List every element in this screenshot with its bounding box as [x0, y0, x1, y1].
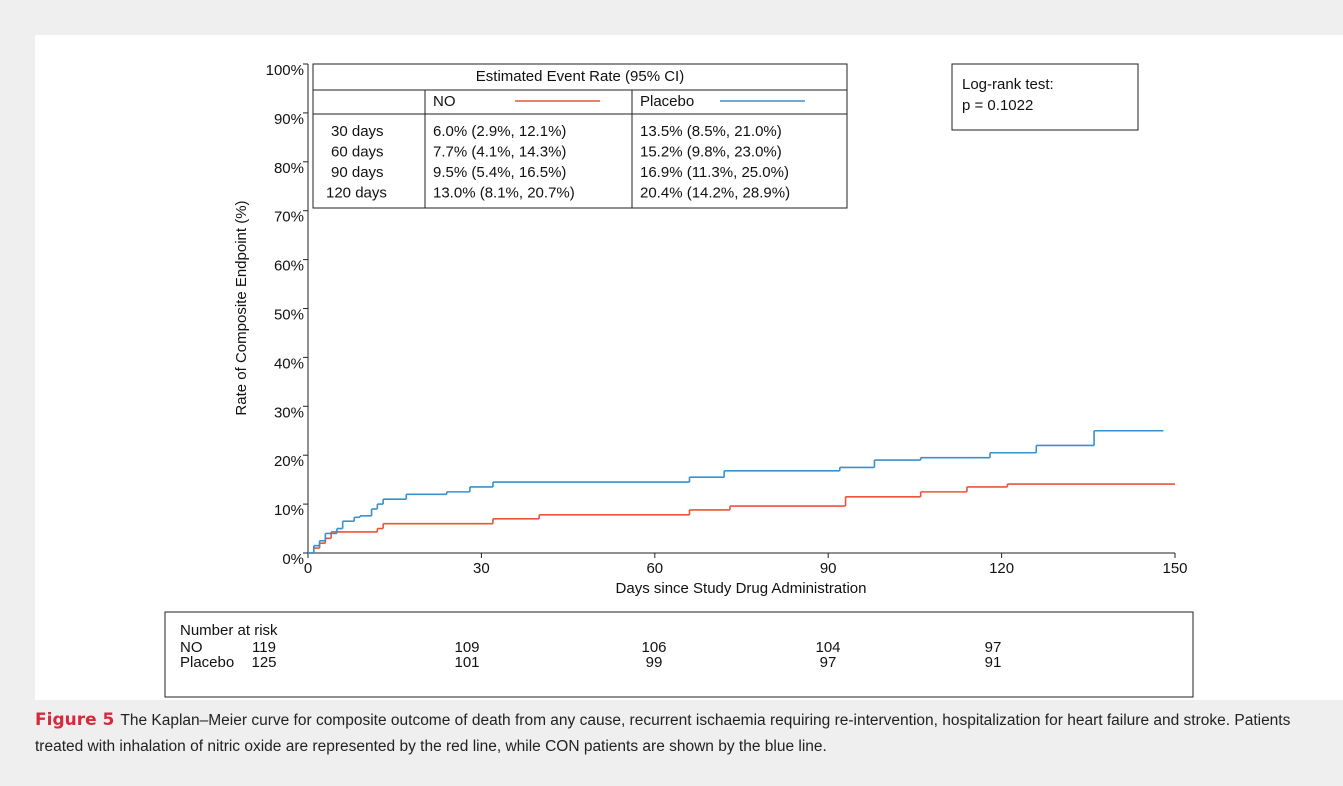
x-tick-label: 90 — [820, 560, 837, 577]
x-axis-label: Days since Study Drug Administration — [616, 580, 867, 597]
y-tick-label: 80% — [274, 160, 304, 177]
risk-value: 97 — [985, 639, 1002, 656]
annotation: p = 0.1022 — [962, 97, 1033, 114]
y-tick-label: 10% — [274, 502, 304, 519]
event-table-cell: 16.9% (11.3%, 25.0%) — [640, 164, 789, 181]
event-table-title: Estimated Event Rate (95% CI) — [476, 68, 684, 85]
risk-value: 91 — [985, 654, 1002, 671]
event-table-cell: 120 days — [326, 184, 387, 201]
y-axis-label: Rate of Composite Endpoint (%) — [233, 200, 250, 415]
risk-label: NO — [180, 639, 203, 656]
chart: Rate of Composite Endpoint (%) Days sinc… — [35, 35, 1343, 700]
risk-value: 101 — [454, 654, 479, 671]
risk-value: 97 — [820, 654, 837, 671]
risk-table-box — [164, 611, 1194, 698]
y-tick-label: 30% — [274, 404, 304, 421]
event-table-cell: 20.4% (14.2%, 28.9%) — [640, 184, 790, 201]
risk-label: Placebo — [180, 654, 234, 671]
x-tick-label: 120 — [989, 560, 1014, 577]
x-tick-label: 150 — [1162, 560, 1187, 577]
x-tick-label: 60 — [646, 560, 663, 577]
caption-text: The Kaplan–Meier curve for composite out… — [35, 712, 1291, 755]
risk-value: 99 — [646, 654, 663, 671]
event-table-cell: 60 days — [331, 143, 384, 160]
legend-label: NO — [433, 93, 456, 110]
event-table-cell: 30 days — [331, 123, 384, 140]
legend-label: Placebo — [640, 93, 694, 110]
risk-value: 104 — [815, 639, 840, 656]
risk-value: 119 — [252, 639, 276, 656]
y-tick-label: 20% — [274, 453, 304, 470]
x-tick-label: 0 — [304, 560, 312, 577]
y-tick-label: 40% — [274, 355, 304, 372]
y-tick-label: 90% — [274, 111, 304, 128]
y-tick-label: 100% — [266, 62, 304, 79]
y-tick-label: 70% — [274, 209, 304, 226]
y-tick-label: 50% — [274, 306, 304, 323]
y-tick-label: 60% — [274, 258, 304, 275]
event-table-cell: 90 days — [331, 164, 384, 181]
event-table-cell: 7.7% (4.1%, 14.3%) — [433, 143, 566, 160]
event-table-cell: 9.5% (5.4%, 16.5%) — [433, 164, 566, 181]
risk-value: 106 — [641, 639, 666, 656]
caption-label: Figure 5 — [35, 710, 115, 730]
risk-table-title: Number at risk — [180, 622, 278, 639]
caption: Figure 5 The Kaplan–Meier curve for compo… — [35, 707, 1335, 760]
risk-value: 125 — [251, 654, 276, 671]
event-table-cell: 13.0% (8.1%, 20.7%) — [433, 184, 575, 201]
event-table-cell: 15.2% (9.8%, 23.0%) — [640, 143, 782, 160]
y-tick-label: 0% — [282, 551, 304, 568]
annotation: Log-rank test: — [962, 76, 1054, 93]
annotation-box — [951, 63, 1139, 131]
x-tick-label: 30 — [473, 560, 490, 577]
risk-value: 109 — [454, 639, 479, 656]
event-table-cell: 13.5% (8.5%, 21.0%) — [640, 123, 782, 140]
event-table-box — [312, 63, 848, 209]
event-table-cell: 6.0% (2.9%, 12.1%) — [433, 123, 566, 140]
